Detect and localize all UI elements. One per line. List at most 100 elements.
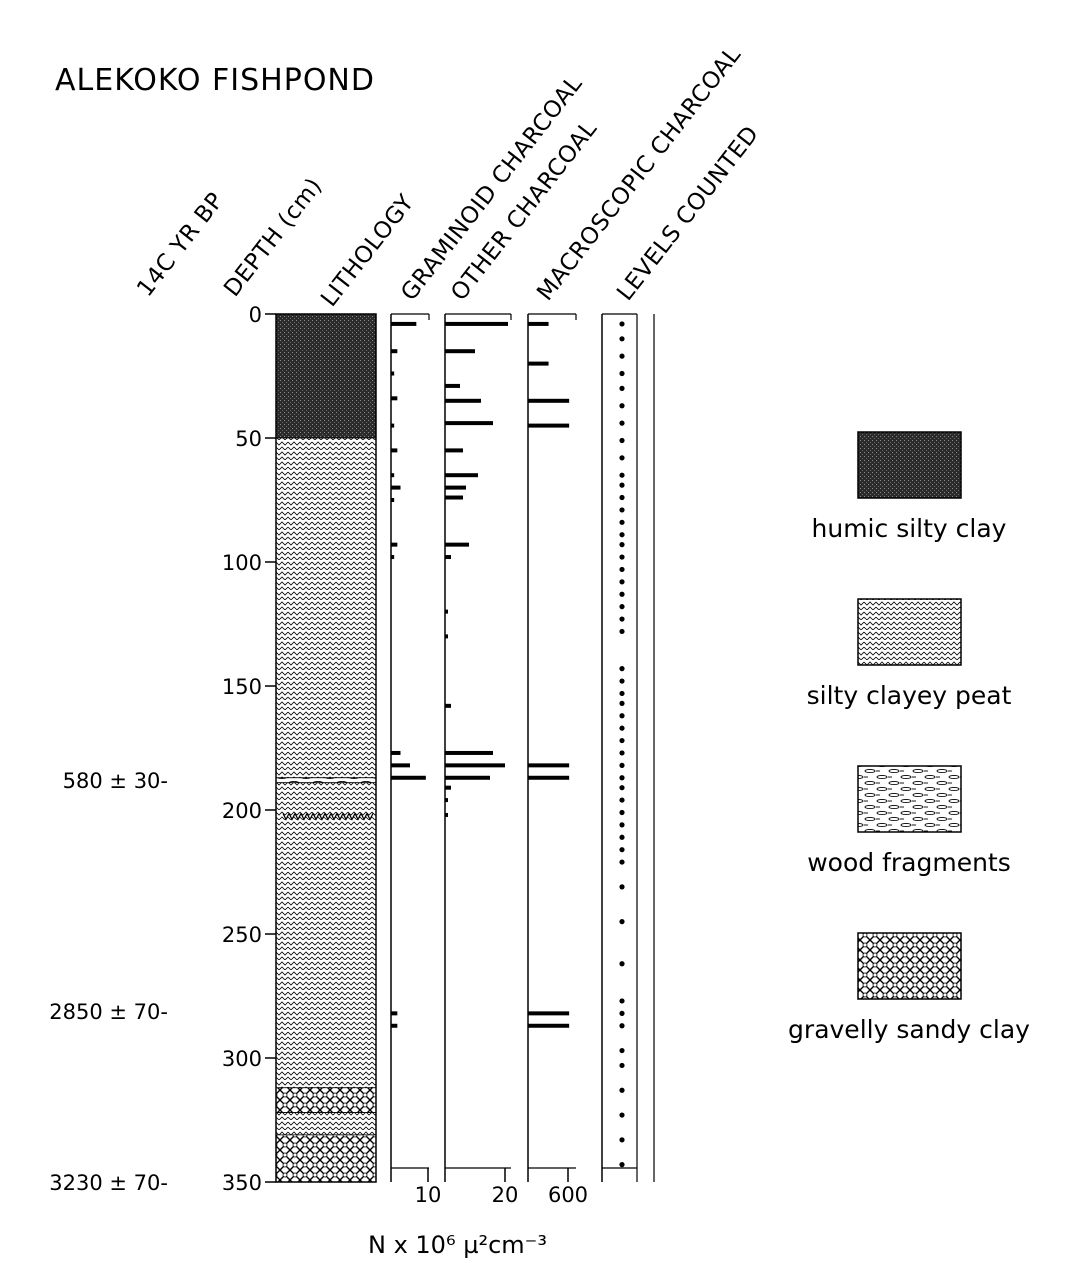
charcoal-bar bbox=[391, 321, 417, 326]
charcoal-bar bbox=[528, 763, 570, 768]
radiocarbon-dates: 580 ± 30- 2850 ± 70- 3230 ± 70- bbox=[49, 769, 168, 1195]
charcoal-panels: 10 20 600 bbox=[390, 313, 588, 1207]
charcoal-bar bbox=[528, 321, 549, 326]
charcoal-bar bbox=[391, 423, 395, 428]
charcoal-bar bbox=[528, 775, 570, 780]
radiocarbon-date-label: 2850 ± 70- bbox=[49, 1000, 168, 1024]
charcoal-bar bbox=[391, 349, 398, 354]
lithology-legend: humic silty clay silty clayey peat wood fr… bbox=[788, 431, 1030, 1044]
level-dot bbox=[619, 884, 625, 890]
panel-scale-label: 20 bbox=[492, 1183, 519, 1207]
level-dot bbox=[619, 532, 625, 538]
charcoal-bar bbox=[391, 555, 395, 560]
level-dot bbox=[619, 1137, 625, 1143]
charcoal-bar bbox=[445, 383, 460, 388]
charcoal-bar bbox=[445, 398, 481, 403]
level-dot bbox=[619, 834, 625, 840]
level-dot bbox=[619, 494, 625, 501]
levels-counted-panel bbox=[601, 313, 655, 1182]
legend-swatch bbox=[857, 598, 962, 666]
legend-label: gravelly sandy clay bbox=[788, 1015, 1030, 1044]
panel-macroscopic: 600 bbox=[527, 313, 588, 1207]
radiocarbon-date-label: 3230 ± 70- bbox=[49, 1171, 168, 1195]
depth-tick-label: 100 bbox=[222, 551, 262, 575]
charcoal-bar bbox=[528, 423, 570, 428]
charcoal-bar bbox=[391, 1023, 398, 1028]
charcoal-bar bbox=[445, 473, 478, 478]
charcoal-bar bbox=[445, 798, 448, 803]
header-levels: LEVELS COUNTED bbox=[612, 121, 764, 306]
charcoal-bar bbox=[445, 555, 451, 560]
depth-tick-label: 300 bbox=[222, 1047, 262, 1071]
level-dot bbox=[619, 775, 625, 781]
charcoal-bar bbox=[391, 750, 401, 755]
charcoal-bar bbox=[445, 495, 463, 500]
level-dot bbox=[619, 713, 625, 719]
charcoal-bar bbox=[391, 542, 398, 547]
level-dot bbox=[619, 353, 625, 359]
charcoal-bar bbox=[445, 349, 475, 354]
level-dot bbox=[619, 542, 625, 548]
charcoal-bar bbox=[391, 473, 395, 478]
charcoal-bar bbox=[391, 396, 398, 401]
lithology-column bbox=[275, 313, 377, 1183]
charcoal-bar bbox=[391, 371, 395, 376]
lithology-frame bbox=[275, 313, 377, 1183]
level-dot bbox=[619, 616, 625, 622]
lithology-unit bbox=[275, 777, 377, 784]
level-dot bbox=[619, 1010, 625, 1016]
lithology-marker bbox=[288, 813, 296, 821]
level-dot bbox=[619, 847, 625, 853]
charcoal-bar bbox=[445, 448, 463, 453]
level-dot bbox=[619, 1062, 625, 1069]
charcoal-bar bbox=[445, 750, 493, 755]
level-dot bbox=[619, 579, 625, 585]
charcoal-bar bbox=[528, 1011, 570, 1016]
level-dot bbox=[619, 403, 625, 409]
level-dot bbox=[619, 1112, 625, 1118]
legend-label: wood fragments bbox=[807, 848, 1011, 877]
level-dot bbox=[619, 554, 625, 560]
lithology-marker bbox=[312, 813, 320, 821]
depth-tick-label: 0 bbox=[249, 303, 262, 327]
lithology-unit bbox=[275, 1134, 377, 1183]
lithology-marker bbox=[294, 813, 302, 821]
charcoal-bar bbox=[445, 703, 451, 708]
charcoal-bar bbox=[391, 763, 410, 768]
charcoal-bar bbox=[445, 634, 448, 639]
lithology-unit bbox=[275, 313, 377, 439]
level-dot bbox=[619, 737, 625, 744]
level-dot bbox=[619, 628, 625, 635]
level-dot bbox=[619, 961, 625, 967]
charcoal-bar bbox=[445, 485, 466, 490]
lithology-marker bbox=[300, 813, 308, 821]
level-dot bbox=[619, 591, 625, 597]
charcoal-bar bbox=[445, 812, 448, 817]
lithology-unit bbox=[275, 1112, 377, 1136]
level-dot bbox=[619, 566, 625, 573]
level-dot bbox=[619, 762, 625, 768]
legend-swatch bbox=[857, 932, 962, 1000]
level-dot bbox=[619, 690, 625, 697]
charcoal-bar bbox=[528, 398, 570, 403]
level-dot bbox=[619, 859, 625, 865]
lithology-marker bbox=[354, 813, 362, 821]
lithology-marker bbox=[324, 813, 332, 821]
header-age-text: 14C YR BP bbox=[132, 188, 229, 302]
level-dot bbox=[619, 519, 625, 525]
level-dot bbox=[619, 700, 625, 706]
level-dot bbox=[619, 1023, 625, 1029]
radiocarbon-date-label: 580 ± 30- bbox=[63, 769, 168, 793]
lithology-marker bbox=[360, 813, 368, 821]
level-dot bbox=[619, 725, 625, 731]
charcoal-bar bbox=[391, 775, 426, 780]
charcoal-bar bbox=[528, 361, 549, 366]
level-dot bbox=[619, 919, 625, 925]
level-dot bbox=[619, 1087, 625, 1093]
depth-axis: 0 50 100 150 200 250 300 350 bbox=[222, 303, 276, 1195]
charcoal-bar bbox=[391, 498, 395, 502]
charcoal-bar bbox=[445, 609, 448, 614]
level-dot bbox=[619, 437, 625, 444]
charcoal-bar bbox=[391, 448, 398, 453]
